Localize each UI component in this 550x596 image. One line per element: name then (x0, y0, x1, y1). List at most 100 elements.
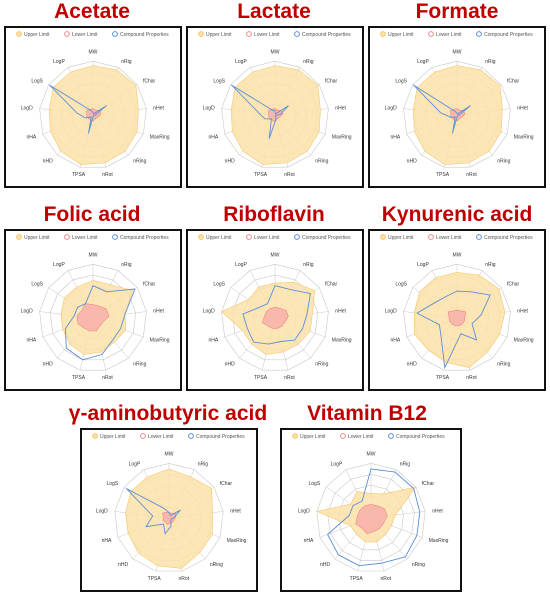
axis-label: nHD (43, 362, 53, 368)
axis-label: TPSA (148, 576, 162, 582)
legend-lower-limit[interactable]: Lower Limit (428, 31, 463, 38)
panel-title: Riboflavin (223, 203, 325, 226)
axis-label: nHet (517, 106, 528, 112)
legend-compound-properties[interactable]: Compound Properties (476, 31, 534, 38)
axis-label: fChar (507, 282, 520, 288)
axis-label: nHD (407, 362, 417, 368)
axis-label: fChar (220, 481, 233, 487)
grid-ring (221, 263, 329, 371)
legend-marker (476, 31, 482, 37)
legend: Upper Limit Lower Limit Compound Propertie… (198, 234, 352, 241)
legend-marker (246, 31, 252, 37)
legend-lower-limit[interactable]: Lower Limit (428, 234, 463, 241)
legend-marker (294, 31, 300, 37)
legend-upper-limit[interactable]: Upper Limit (292, 433, 327, 440)
radar-chart: Upper Limit Lower Limit Compound Propertie… (16, 234, 170, 381)
axis-label: LogS (395, 79, 407, 85)
axis-label: nRing (133, 159, 146, 165)
radar-chart: Upper Limit Lower Limit Compound Propertie… (380, 234, 534, 381)
legend-compound-properties[interactable]: Compound Properties (112, 234, 170, 241)
legend-compound-properties[interactable]: Compound Properties (188, 433, 246, 440)
axis-label: LogP (129, 461, 141, 467)
legend-compound-properties[interactable]: Compound Properties (294, 31, 352, 38)
axis-labels: MW nRig fChar nHet MaxRing nRing nRot TPSA nHD nH… (96, 451, 247, 582)
axis-label: nRig (485, 262, 496, 268)
legend-label: Compound Properties (484, 32, 533, 38)
axis-label: nHD (407, 159, 417, 165)
grid-ring (221, 60, 329, 168)
axis-label: nRot (284, 172, 295, 178)
axis-label: LogP (417, 262, 429, 268)
legend-label: Upper Limit (388, 32, 414, 38)
legend-label: Upper Limit (388, 235, 414, 241)
legend-compound-properties[interactable]: Compound Properties (388, 433, 446, 440)
legend-compound-properties[interactable]: Compound Properties (294, 234, 352, 241)
radar-panel: Upper Limit Lower Limit Compound Propertie… (368, 229, 546, 391)
axis-label: LogS (31, 79, 43, 85)
legend-upper-limit[interactable]: Upper Limit (92, 433, 127, 440)
axis-label: nHA (26, 338, 36, 344)
legend-compound-properties[interactable]: Compound Properties (112, 31, 170, 38)
axis-label: nRot (284, 375, 295, 381)
legend-marker (246, 234, 252, 240)
legend-lower-limit[interactable]: Lower Limit (64, 31, 99, 38)
radar-panel: Upper Limit Lower Limit Compound Propertie… (186, 26, 364, 188)
legend-label: Compound Properties (396, 434, 445, 440)
legend-label: Lower Limit (72, 32, 98, 38)
axis-labels: MW nRig fChar nHet MaxRing nRing nRot TPSA nHD nH… (385, 49, 534, 178)
axis-label: nRig (121, 262, 132, 268)
axis-label: nHA (304, 538, 314, 544)
axis-label: MW (89, 252, 98, 258)
legend-lower-limit[interactable]: Lower Limit (340, 433, 375, 440)
axis-label: MW (271, 252, 280, 258)
panel-title: Acetate (54, 0, 130, 23)
legend-upper-limit[interactable]: Upper Limit (380, 31, 415, 38)
series-lower-limit (262, 306, 289, 329)
axis-label: TPSA (436, 375, 450, 381)
axis-label: nHA (390, 338, 400, 344)
legend-marker (16, 234, 22, 240)
legend-lower-limit[interactable]: Lower Limit (246, 31, 281, 38)
axis-labels: MW nRig fChar nHet MaxRing nRing nRot TPSA nHD nH… (21, 49, 170, 178)
axis-label: LogD (203, 309, 215, 315)
axis-label: LogP (235, 262, 247, 268)
axis-label: LogD (96, 509, 108, 515)
axis-label: MaxRing (150, 135, 170, 141)
legend-upper-limit[interactable]: Upper Limit (380, 234, 415, 241)
legend-label: Lower Limit (72, 235, 98, 241)
axis-label: nHA (208, 135, 218, 141)
axis-label: nRot (102, 172, 113, 178)
axis-label: nHD (43, 159, 53, 165)
legend-upper-limit[interactable]: Upper Limit (198, 234, 233, 241)
axis-label: LogS (395, 282, 407, 288)
axis-label: TPSA (254, 375, 268, 381)
axis-label: nRot (381, 576, 392, 582)
legend-upper-limit[interactable]: Upper Limit (198, 31, 233, 38)
series-compound-properties (231, 84, 289, 139)
axis-label: nHA (102, 538, 112, 544)
legend-upper-limit[interactable]: Upper Limit (16, 234, 51, 241)
series-compound-properties (125, 488, 181, 535)
axis-label: LogS (213, 282, 225, 288)
series-compound-properties (49, 84, 107, 134)
legend-lower-limit[interactable]: Lower Limit (140, 433, 175, 440)
grid-ring (403, 60, 511, 168)
axis-label: MaxRing (514, 338, 534, 344)
axis-label: nRing (497, 159, 510, 165)
legend-compound-properties[interactable]: Compound Properties (476, 234, 534, 241)
grid-ring (39, 60, 147, 168)
legend-marker (294, 234, 300, 240)
legend-upper-limit[interactable]: Upper Limit (16, 31, 51, 38)
series-compound-properties (413, 84, 471, 134)
legend-lower-limit[interactable]: Lower Limit (64, 234, 99, 241)
axis-label: nHet (153, 309, 164, 315)
legend-marker (16, 31, 22, 37)
axis-label: MaxRing (514, 135, 534, 141)
radar-chart: Upper Limit Lower Limit Compound Propertie… (380, 31, 534, 178)
series-lower-limit (447, 309, 467, 327)
axis-label: nRig (121, 59, 132, 65)
axis-label: nRing (412, 562, 425, 568)
panel-title: γ-aminobutyric acid (68, 402, 268, 425)
legend-lower-limit[interactable]: Lower Limit (246, 234, 281, 241)
axis-label: nRot (466, 172, 477, 178)
